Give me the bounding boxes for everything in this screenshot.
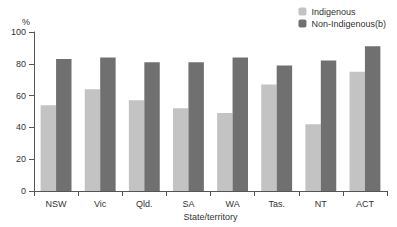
svg-text:%: % xyxy=(22,17,30,27)
svg-text:Indigenous: Indigenous xyxy=(311,7,356,17)
svg-text:60: 60 xyxy=(16,91,26,101)
svg-text:NSW: NSW xyxy=(46,199,68,209)
svg-text:SA: SA xyxy=(182,199,194,209)
svg-text:40: 40 xyxy=(16,122,26,132)
svg-text:Tas.: Tas. xyxy=(268,199,285,209)
svg-text:ACT: ACT xyxy=(356,199,375,209)
svg-text:NT: NT xyxy=(315,199,327,209)
svg-text:0: 0 xyxy=(21,186,26,196)
svg-text:State/territory: State/territory xyxy=(183,212,238,222)
svg-text:20: 20 xyxy=(16,154,26,164)
svg-text:WA: WA xyxy=(225,199,239,209)
svg-text:80: 80 xyxy=(16,59,26,69)
svg-text:Qld.: Qld. xyxy=(136,199,153,209)
svg-text:Non-Indigenous(b): Non-Indigenous(b) xyxy=(311,19,386,29)
svg-text:Vic: Vic xyxy=(94,199,107,209)
svg-text:100: 100 xyxy=(11,27,26,37)
